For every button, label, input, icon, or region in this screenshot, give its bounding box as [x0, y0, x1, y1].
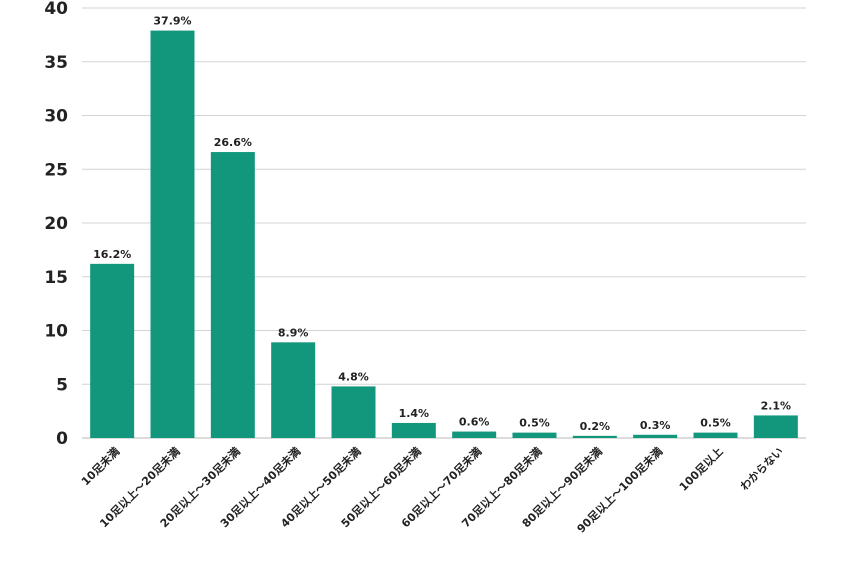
data-label: 0.5% — [700, 417, 731, 430]
bar — [452, 431, 497, 438]
y-tick-label: 30 — [44, 107, 68, 127]
bar — [331, 386, 376, 438]
data-label: 0.6% — [459, 416, 490, 429]
bar — [210, 152, 255, 439]
bar — [753, 415, 798, 438]
data-label: 16.2% — [93, 248, 131, 261]
y-tick-label: 0 — [56, 429, 68, 449]
y-tick-label: 25 — [44, 160, 68, 180]
gridlines — [82, 7, 806, 439]
x-axis: 10足未満10足以上～20足未満20足以上～30足未満30足以上～40足未満40… — [78, 444, 786, 535]
data-label: 26.6% — [214, 136, 252, 149]
x-tick-label: 100足以上 — [676, 444, 725, 493]
bar — [512, 432, 557, 438]
data-label: 4.8% — [338, 370, 369, 383]
y-tick-label: 35 — [44, 53, 68, 73]
bars — [90, 30, 798, 439]
data-label: 1.4% — [399, 407, 430, 420]
y-axis: 0 5 10 15 20 25 30 35 40 — [44, 0, 68, 449]
y-tick-label: 5 — [56, 375, 68, 395]
y-tick-label: 10 — [44, 322, 68, 342]
data-label: 2.1% — [761, 399, 792, 412]
bar — [391, 422, 436, 438]
bar — [271, 342, 316, 438]
y-tick-label: 40 — [44, 0, 68, 19]
x-tick-label: わからない — [738, 445, 786, 493]
data-label: 0.5% — [519, 417, 550, 430]
bar — [633, 434, 678, 438]
data-label: 0.2% — [580, 420, 611, 433]
bar — [572, 435, 617, 438]
data-label: 0.3% — [640, 419, 671, 432]
bar — [90, 263, 135, 438]
data-label: 37.9% — [153, 15, 191, 28]
data-labels: 16.2% 37.9% 26.6% 8.9% 4.8% 1.4% 0.6% 0.5% 0.2% 0… — [93, 15, 791, 433]
x-tick-label: 10足未満 — [78, 444, 122, 488]
data-label: 8.9% — [278, 326, 309, 339]
y-tick-label: 15 — [44, 268, 68, 288]
bar — [693, 432, 738, 438]
bar — [150, 30, 195, 438]
y-tick-label: 20 — [44, 214, 68, 234]
